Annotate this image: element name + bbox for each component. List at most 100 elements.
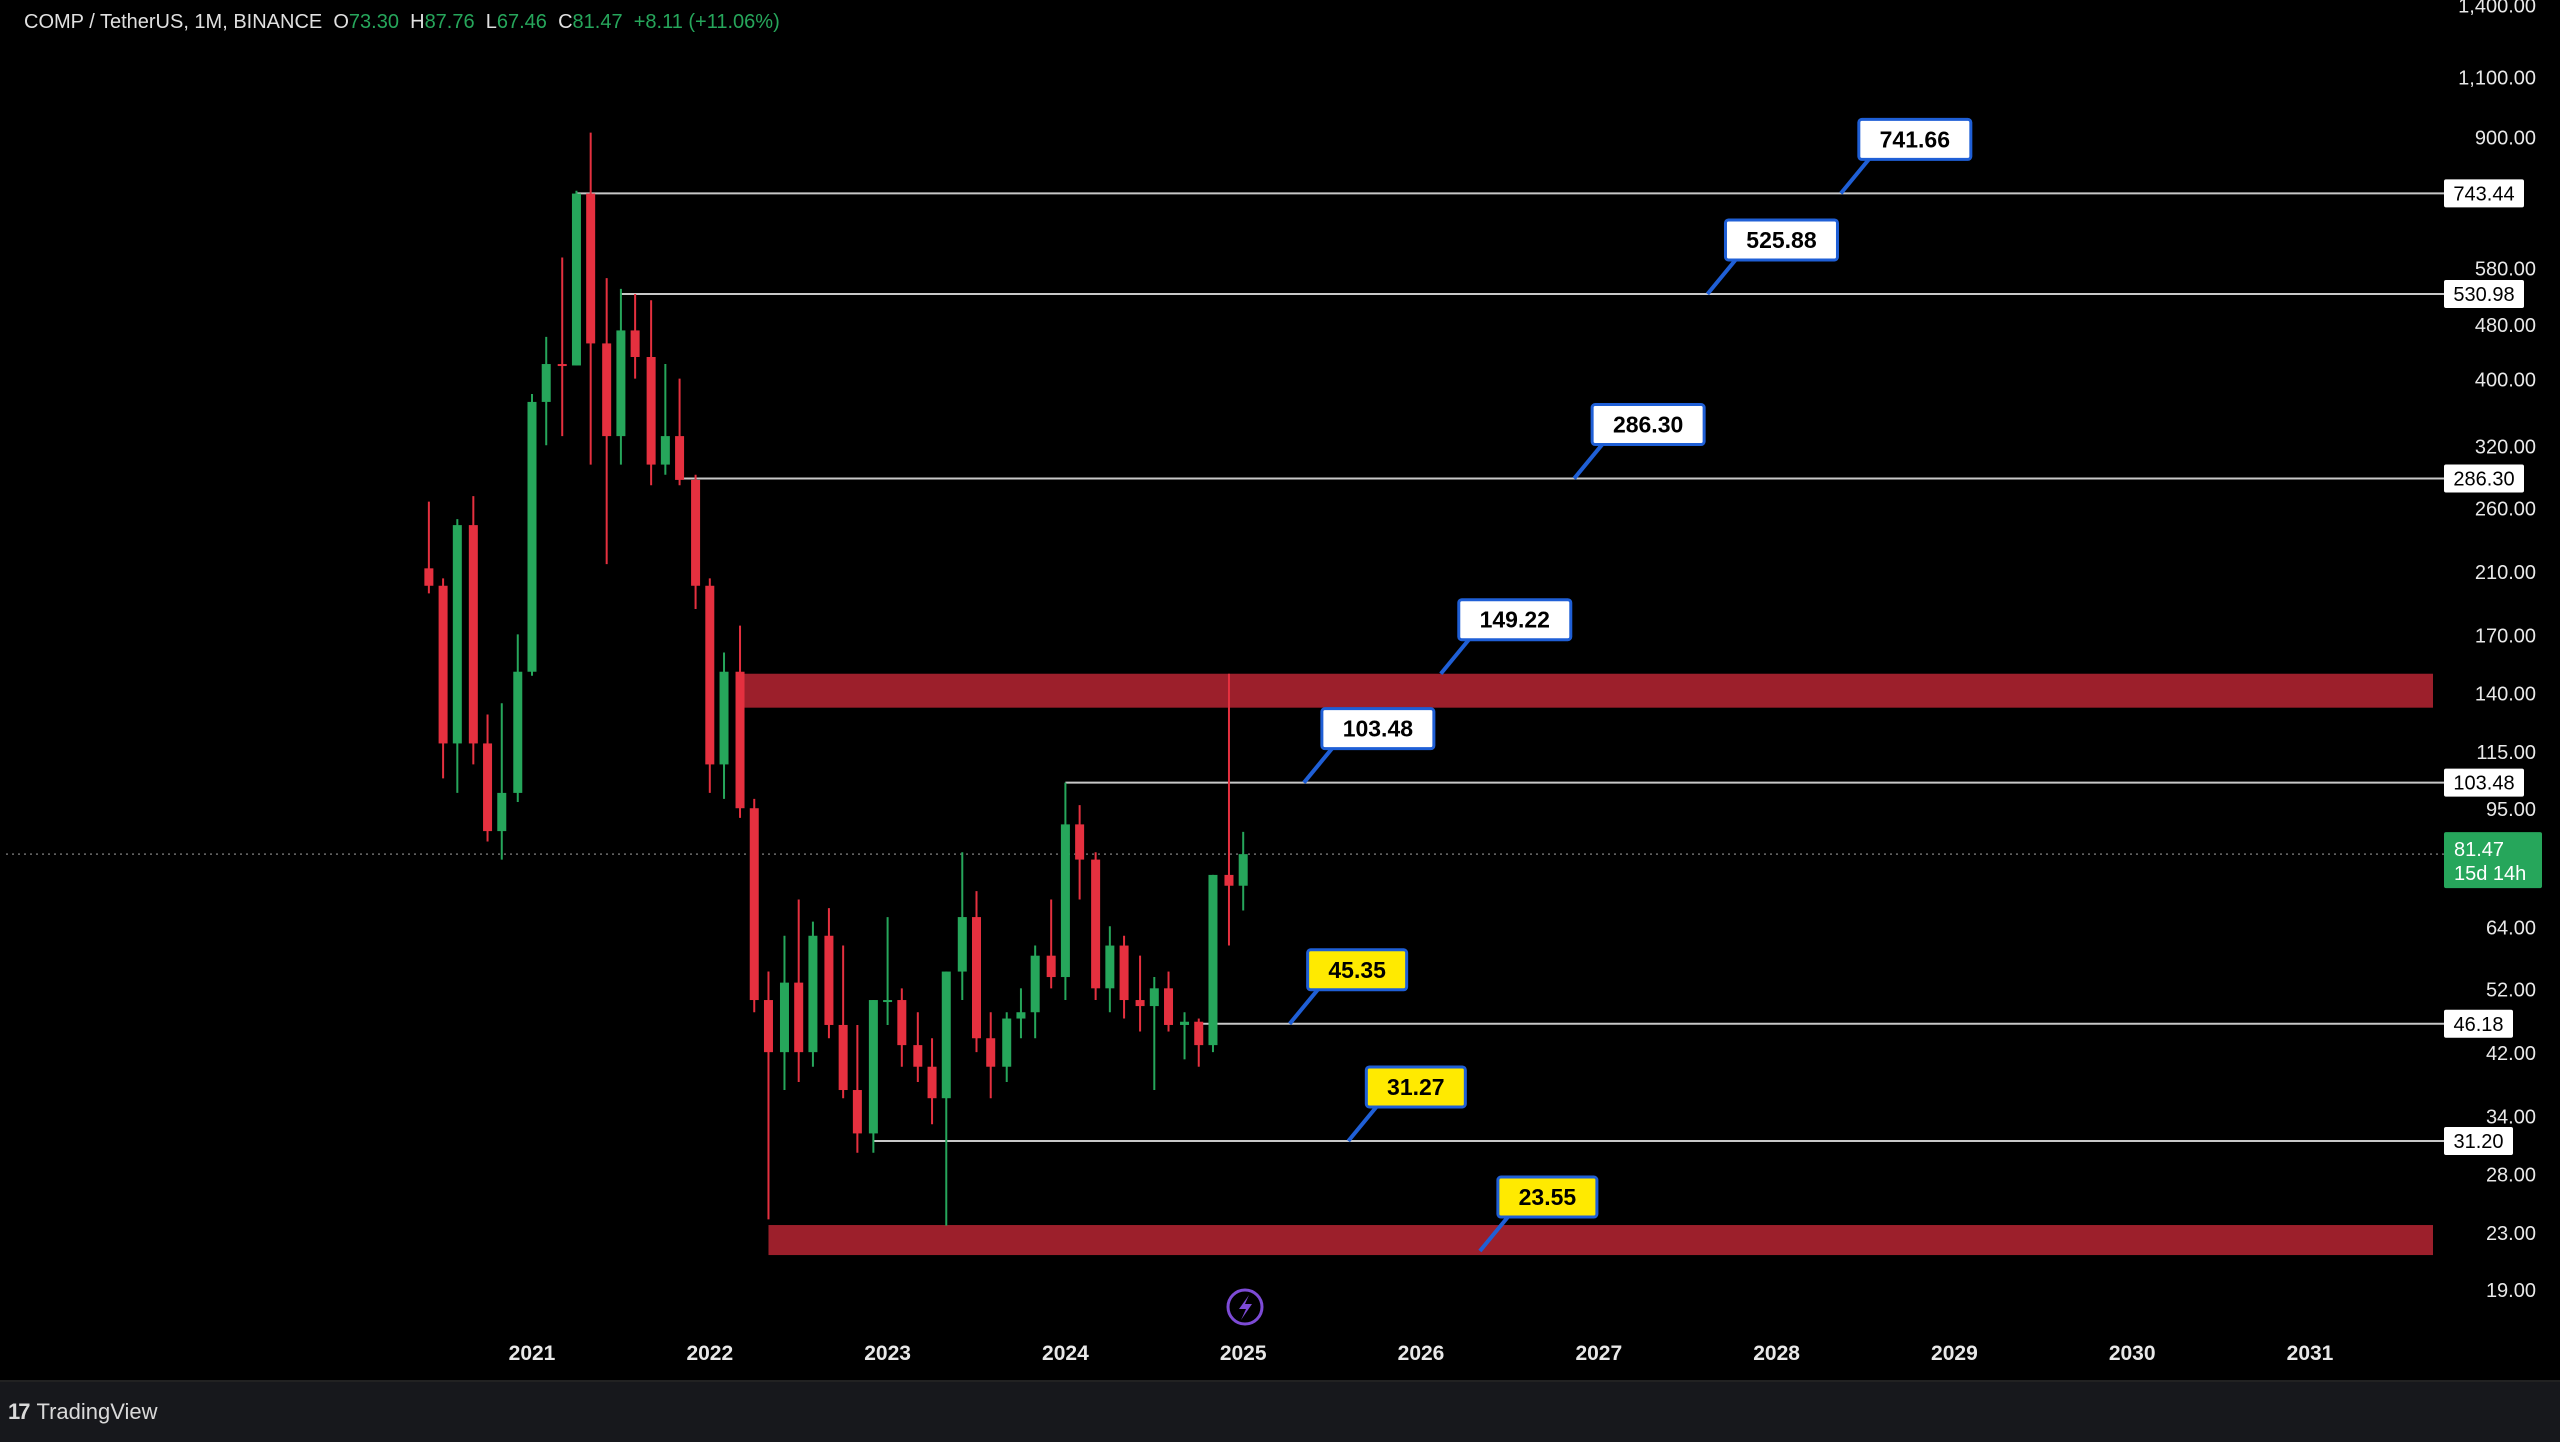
- candle-body-29: [852, 1090, 862, 1134]
- price-tick-1: 1,100.00: [2458, 67, 2536, 89]
- high-label: H: [410, 11, 425, 33]
- candle-body-33: [913, 1045, 923, 1067]
- candle-body-25: [794, 982, 804, 1053]
- callouts-layer: 741.66 525.88 286.30 103.48 45.35 31.27 149.22…: [1288, 117, 1973, 1253]
- candle-body-41: [1030, 955, 1040, 1013]
- tradingview-logo-icon: 17: [8, 1399, 31, 1424]
- candle-body-10: [571, 193, 581, 366]
- candle-body-34: [927, 1066, 937, 1099]
- callout-box-1: [1723, 218, 1839, 262]
- time-tick-2022: 2022: [686, 1342, 733, 1365]
- price-tag-4: [2444, 1009, 2513, 1038]
- low-label: L: [485, 11, 497, 33]
- candle-body-53: [1208, 874, 1218, 1046]
- candle-body-6: [513, 671, 523, 793]
- time-tick-2025: 2025: [1220, 1342, 1267, 1365]
- candle-body-42: [1046, 955, 1056, 978]
- time-tick-2026: 2026: [1398, 1342, 1445, 1365]
- tradingview-logo[interactable]: 17 TradingView: [8, 1398, 158, 1426]
- candle-body-12: [602, 343, 612, 437]
- symbol-title: COMP / TetherUS, 1M, BINANCE: [24, 11, 323, 33]
- change-value: +8.11 (+11.06%): [633, 11, 780, 33]
- candle-body-5: [497, 792, 507, 832]
- close-value: 81.47: [572, 11, 623, 33]
- candle-body-11: [586, 193, 596, 344]
- symbol-legend: COMP / TetherUS, 1M, BINANCE O73.30 H87.…: [24, 11, 780, 34]
- callout-label-3: 103.48: [1343, 716, 1414, 742]
- callout-pointer-3: [1302, 747, 1334, 784]
- price-tag-2: [2444, 464, 2524, 493]
- candle-body-2: [452, 525, 462, 744]
- price-axis: 1,400.00 1,100.00 900.00 580.00 480.00 400.00…: [2444, 0, 2542, 1302]
- callout-pointer-5: [1346, 1105, 1378, 1143]
- candle-body-47: [1119, 945, 1129, 1001]
- price-tag-label-0: 743.44: [2453, 183, 2514, 205]
- candle-body-37: [972, 917, 981, 1039]
- current-price-tag: [2444, 832, 2542, 889]
- price-tick-7: 260.00: [2475, 498, 2536, 520]
- open-value: 73.30: [348, 11, 399, 33]
- brand-name: TradingView: [36, 1399, 158, 1424]
- price-tick-19: 19.00: [2486, 1280, 2536, 1302]
- candle-body-50: [1164, 988, 1174, 1025]
- candle-body-18: [691, 479, 701, 586]
- time-tick-2031: 2031: [2287, 1342, 2334, 1365]
- price-tick-10: 140.00: [2475, 683, 2536, 705]
- levels-layer: [576, 192, 2444, 1142]
- callout-box-0: [1857, 117, 1973, 161]
- price-tick-4: 480.00: [2475, 315, 2536, 337]
- time-axis: 2021 2022 2023 2024 2025 2026 2027 2028 2029 2030…: [509, 1342, 2334, 1365]
- candle-body-49: [1149, 988, 1159, 1007]
- high-value: 87.76: [424, 11, 475, 33]
- time-tick-2021: 2021: [509, 1342, 556, 1365]
- candle-body-48: [1135, 1000, 1145, 1007]
- time-tick-2029: 2029: [1931, 1342, 1978, 1365]
- candle-body-39: [1002, 1018, 1012, 1067]
- lightning-icon[interactable]: [1226, 1288, 1264, 1326]
- candle-body-17: [675, 436, 685, 480]
- open-label: O: [333, 11, 349, 33]
- price-tick-8: 210.00: [2475, 562, 2536, 584]
- callout-box-6: [1457, 598, 1573, 642]
- callout-label-5: 31.27: [1387, 1074, 1445, 1100]
- candle-body-38: [986, 1038, 996, 1067]
- price-chart[interactable]: 741.66 525.88 286.30 103.48 45.35 31.27 149.22…: [6, 0, 2560, 1378]
- candle-body-23: [763, 1000, 773, 1053]
- chart-area[interactable]: 741.66 525.88 286.30 103.48 45.35 31.27 149.22…: [6, 0, 2560, 1378]
- callout-box-3: [1320, 707, 1436, 751]
- price-tick-16: 34.00: [2486, 1106, 2536, 1128]
- price-tag-3: [2444, 768, 2524, 797]
- candle-body-35: [941, 971, 951, 1099]
- candle-body-20: [719, 671, 729, 765]
- zone-0: [740, 673, 2433, 708]
- price-tag-label-4: 46.18: [2453, 1014, 2503, 1036]
- current-price-label: 81.47: [2454, 839, 2504, 861]
- callout-label-1: 525.88: [1746, 227, 1817, 253]
- candle-body-22: [749, 808, 759, 1001]
- candle-body-45: [1091, 859, 1101, 989]
- price-tag-label-3: 103.48: [2453, 773, 2514, 795]
- candle-body-32: [897, 1000, 907, 1046]
- callout-label-0: 741.66: [1880, 126, 1950, 152]
- price-tick-15: 42.00: [2486, 1043, 2536, 1065]
- callout-box-5: [1364, 1065, 1467, 1109]
- candle-body-13: [616, 330, 626, 437]
- countdown-label: 15d 14h: [2454, 863, 2526, 885]
- footer-bar: 17 TradingView: [0, 1380, 2560, 1442]
- candle-body-51: [1180, 1021, 1190, 1025]
- candle-body-43: [1060, 824, 1070, 978]
- candle-body-14: [630, 330, 640, 358]
- candle-body-30: [868, 1000, 878, 1134]
- candle-body-9: [557, 364, 567, 367]
- candle-body-31: [883, 1000, 893, 1003]
- time-tick-2024: 2024: [1042, 1342, 1089, 1365]
- candle-body-3: [468, 525, 478, 744]
- candle-body-27: [824, 935, 834, 1025]
- price-tag-label-1: 530.98: [2453, 284, 2514, 306]
- candle-body-15: [646, 357, 656, 465]
- price-tick-9: 170.00: [2475, 625, 2536, 647]
- zones-layer: [740, 673, 2433, 1256]
- candle-body-46: [1105, 945, 1115, 989]
- candle-body-1: [438, 585, 448, 744]
- callout-label-6: 149.22: [1480, 607, 1550, 633]
